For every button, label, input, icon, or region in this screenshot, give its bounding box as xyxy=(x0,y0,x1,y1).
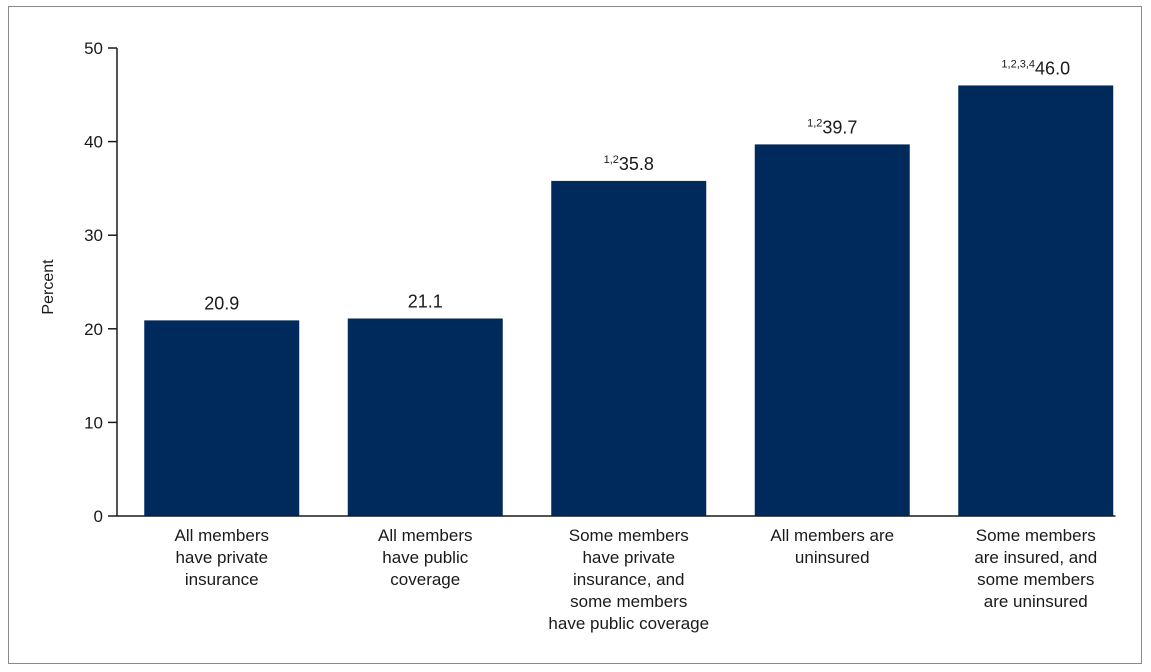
bar-value-label: 1,2,3,446.0 xyxy=(1001,58,1070,78)
category-label-line: have public xyxy=(382,548,469,567)
chart-frame: 0 10 20 30 40 50 20.9 21.1 1,235.8 1,239.7 1,2,3,… xyxy=(8,6,1142,664)
bar-value: 20.9 xyxy=(204,293,239,313)
y-tick-label: 30 xyxy=(84,226,103,245)
category-label-line: have public coverage xyxy=(548,614,709,633)
y-axis: 0 10 20 30 40 50 xyxy=(84,39,118,526)
bar-value-label: 21.1 xyxy=(408,292,443,312)
y-axis-title: Percent xyxy=(40,259,57,315)
category-label-line: Some members xyxy=(569,526,689,545)
footnote-marker: 1,2 xyxy=(807,117,822,129)
category-label-line: are uninsured xyxy=(984,592,1088,611)
category-label-line: All members xyxy=(175,526,269,545)
bar-value-label: 1,235.8 xyxy=(604,154,654,174)
y-tick-label: 40 xyxy=(84,133,103,152)
bar-value-label: 20.9 xyxy=(204,293,239,313)
category-label-line: uninsured xyxy=(795,548,870,567)
bar-value-label: 1,239.7 xyxy=(807,117,857,137)
category-label-line: have private xyxy=(175,548,268,567)
bar xyxy=(958,85,1114,516)
category-label-line: have private xyxy=(582,548,675,567)
category-label: All members are uninsured xyxy=(770,526,894,567)
category-label-line: Some members xyxy=(976,526,1096,545)
category-label: Some members are insured, and some members… xyxy=(974,526,1097,611)
bar-value: 39.7 xyxy=(822,117,857,137)
category-label-line: insurance, and xyxy=(573,570,685,589)
bar xyxy=(551,180,707,517)
category-label-line: are insured, and xyxy=(974,548,1097,567)
bar-value: 46.0 xyxy=(1035,58,1070,78)
category-label-line: some members xyxy=(570,592,687,611)
category-label-line: All members xyxy=(378,526,472,545)
category-label-line: All members are xyxy=(770,526,894,545)
category-label-line: some members xyxy=(977,570,1094,589)
footnote-marker: 1,2,3,4 xyxy=(1001,58,1035,70)
bar xyxy=(347,318,503,516)
value-labels: 20.9 21.11,235.81,239.71,2,3,446.0 xyxy=(204,58,1070,313)
bars xyxy=(117,85,1116,517)
bar-value: 35.8 xyxy=(619,154,654,174)
bar xyxy=(144,320,300,516)
y-tick-label: 50 xyxy=(84,39,103,58)
y-tick-label: 10 xyxy=(84,413,103,432)
category-label-line: coverage xyxy=(390,570,460,589)
footnote-marker: 1,2 xyxy=(604,154,619,166)
bar-value: 21.1 xyxy=(408,292,443,312)
bar xyxy=(754,144,910,516)
category-label: All members have private insurance xyxy=(175,526,269,589)
y-tick-label: 20 xyxy=(84,320,103,339)
category-label: All members have public coverage xyxy=(378,526,472,589)
y-tick-label: 0 xyxy=(94,507,103,526)
category-label: Some members have private insurance, and so… xyxy=(548,526,709,633)
category-label-line: insurance xyxy=(185,570,259,589)
